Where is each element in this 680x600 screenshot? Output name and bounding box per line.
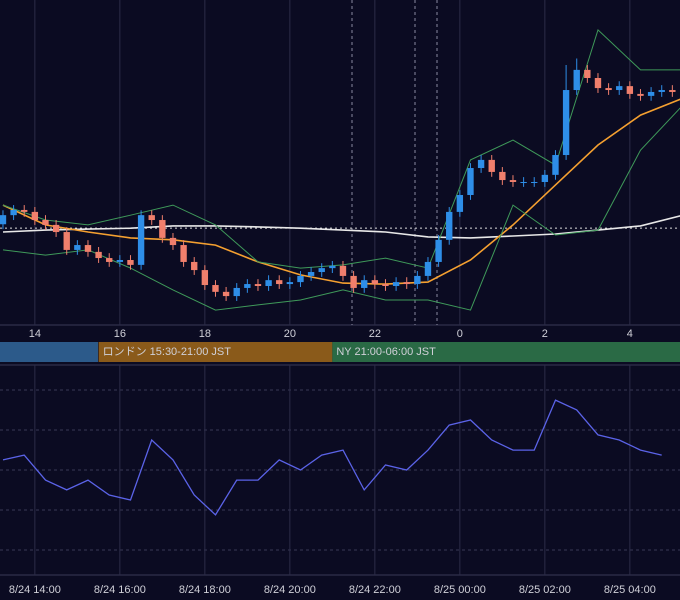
session-bar	[332, 342, 680, 362]
candle-body	[10, 209, 17, 216]
x-tick-label: 2	[542, 328, 548, 340]
x-tick-label: 8/24 20:00	[264, 584, 316, 596]
candle-body	[435, 239, 442, 262]
candle-body	[403, 282, 410, 285]
candle-body	[616, 86, 623, 91]
candle-body	[541, 174, 549, 182]
x-tick-label: 8/25 04:00	[604, 584, 656, 596]
x-tick-label: 8/25 02:00	[519, 584, 571, 596]
session-bar	[0, 342, 98, 362]
candle-body	[573, 69, 580, 91]
candle-body	[276, 280, 283, 285]
candle-body	[116, 260, 124, 262]
x-tick-label: 8/24 18:00	[179, 584, 231, 596]
candle-body	[159, 220, 166, 238]
candle-body	[361, 280, 368, 288]
candle-body	[488, 159, 495, 172]
candle-body	[201, 270, 209, 286]
candle-body	[339, 265, 347, 276]
candle-body	[350, 275, 357, 288]
x-tick-label: 4	[627, 328, 633, 340]
candle-body	[106, 258, 113, 262]
candle-body	[63, 232, 70, 250]
x-tick-label: 8/24 14:00	[9, 584, 61, 596]
candle-body	[137, 215, 145, 265]
candle-body	[477, 159, 485, 169]
candle-body	[637, 93, 644, 96]
candle-body	[318, 268, 325, 273]
x-tick-label: 14	[29, 328, 41, 340]
candle-body	[95, 251, 102, 259]
candle-body	[42, 220, 49, 225]
candle-body	[254, 284, 262, 286]
indicator-line	[2, 215, 680, 239]
candle-body	[286, 282, 294, 285]
session-label: NY 21:00-06:00 JST	[336, 346, 436, 358]
candle-body	[414, 275, 421, 285]
candle-body	[658, 90, 665, 92]
lower-grid	[0, 389, 680, 551]
x-tick-label: 0	[457, 328, 463, 340]
session-label: ロンドン 15:30-21:00 JST	[103, 346, 232, 358]
candle-body	[647, 91, 655, 96]
candle-body	[509, 180, 517, 182]
indicator-line	[2, 98, 680, 285]
candle-body	[222, 291, 230, 297]
session-bar	[98, 342, 333, 362]
candle-body	[329, 265, 336, 269]
candle-body	[297, 275, 304, 283]
x-tick-label: 20	[284, 328, 296, 340]
candle-body	[669, 90, 676, 92]
candle-body	[467, 168, 474, 195]
x-tick-label: 16	[114, 328, 126, 340]
candle-body	[605, 88, 612, 91]
candle-body	[52, 224, 60, 233]
x-tick-label: 22	[369, 328, 381, 340]
candle-body	[148, 215, 155, 221]
candle-body	[169, 237, 177, 246]
candle-body	[392, 282, 400, 286]
marker-lines	[351, 0, 438, 325]
candle-body	[562, 90, 570, 156]
candle-body	[446, 211, 453, 240]
candle-body	[456, 195, 464, 212]
x-tick-label: 18	[199, 328, 211, 340]
candle-body	[626, 86, 634, 94]
candle-body	[31, 211, 39, 221]
candle-body	[382, 284, 389, 286]
candle-body	[371, 280, 379, 285]
candle-body	[21, 209, 28, 212]
candle-body	[424, 261, 432, 276]
candle-body	[0, 215, 7, 225]
candle-body	[531, 182, 538, 183]
candle-body	[520, 182, 527, 183]
candle-body	[594, 78, 602, 89]
candle-body	[127, 260, 134, 265]
x-tick-label: 8/24 16:00	[94, 584, 146, 596]
candle-body	[180, 245, 187, 262]
candle-body	[191, 261, 198, 271]
x-tick-label: 8/24 22:00	[349, 584, 401, 596]
candle-body	[499, 171, 506, 181]
candle-body	[265, 280, 272, 286]
indicator-line	[2, 107, 680, 311]
candle-body	[244, 284, 251, 288]
x-tick-label: 8/25 00:00	[434, 584, 486, 596]
candle-body	[307, 272, 315, 276]
candle-body	[212, 285, 219, 292]
oscillator-line	[2, 399, 662, 516]
candle-body	[233, 287, 240, 297]
candle-body	[584, 69, 591, 78]
candle-body	[552, 155, 559, 175]
candle-body	[84, 245, 92, 252]
candle-body	[74, 245, 81, 250]
